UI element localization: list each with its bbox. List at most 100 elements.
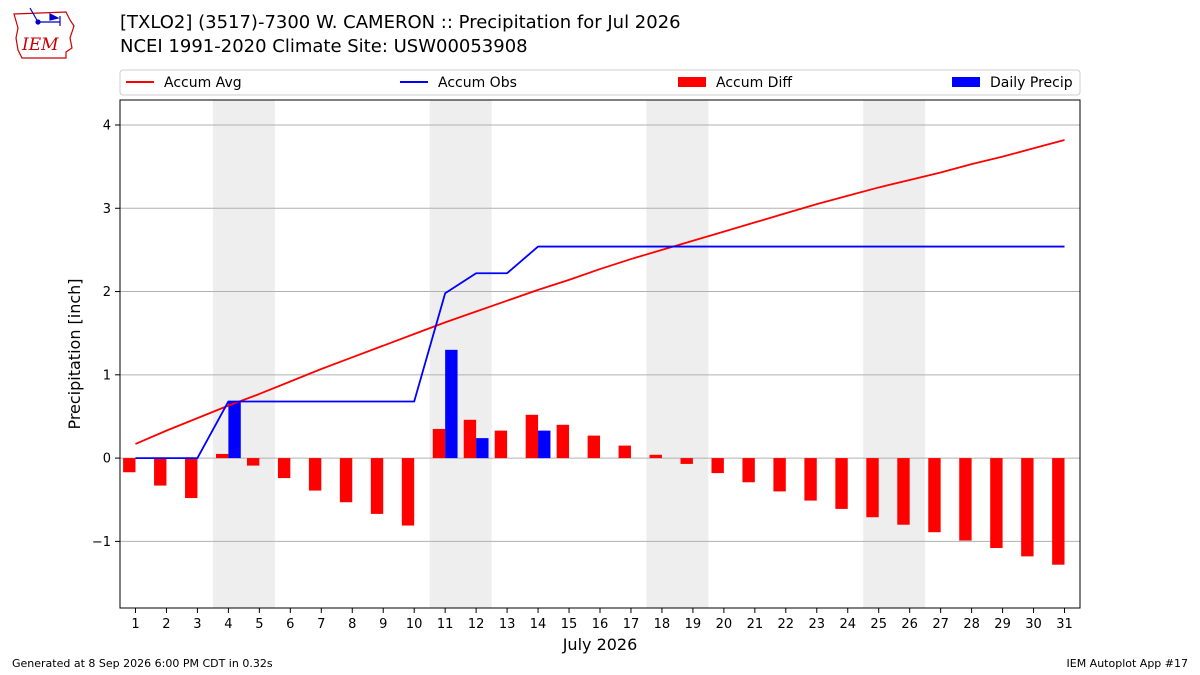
x-tick-label: 1 [131, 617, 139, 632]
daily-precip-bar [476, 438, 489, 459]
x-tick-label: 31 [1056, 617, 1073, 632]
accum-avg-line [135, 139, 1065, 445]
x-tick-label: 25 [870, 617, 887, 632]
legend-item: Accum Avg [126, 75, 242, 91]
accum-diff-bar [308, 458, 322, 491]
x-tick-label: 26 [901, 617, 918, 632]
y-tick-label: 3 [103, 202, 111, 217]
weather-station-icon [29, 7, 61, 26]
x-tick-label: 9 [379, 617, 387, 632]
legend-box [119, 69, 1081, 96]
daily-precip-bar [445, 349, 458, 459]
y-tick-label: 4 [103, 118, 111, 133]
x-tick-label: 15 [561, 617, 578, 632]
logo-text: IEM [21, 35, 59, 55]
x-tick-label: 12 [468, 617, 485, 632]
y-axis-label: Precipitation [inch] [65, 278, 84, 429]
legend: Accum Avg Accum Obs Accum Diff Daily Precip [119, 69, 1081, 96]
accum-diff-bar [897, 458, 910, 525]
accum-diff-bar [401, 458, 415, 526]
legend-bar-swatch [678, 77, 706, 87]
accum-diff-bar [990, 458, 1003, 549]
legend-item: Accum Obs [400, 75, 517, 91]
x-tick-label: 4 [224, 617, 232, 632]
accum-diff-bar [618, 445, 631, 459]
accum-diff-bar [154, 458, 167, 486]
accum-diff-bar [494, 430, 508, 459]
legend-label: Accum Avg [164, 75, 242, 91]
accum-diff-bar [432, 428, 446, 459]
weekend-band [429, 100, 492, 608]
x-tick-label: 20 [716, 617, 733, 632]
x-tick-label: 24 [839, 617, 856, 632]
x-tick-label: 16 [592, 617, 609, 632]
bar-series [123, 349, 1065, 565]
x-tick-label: 17 [623, 617, 640, 632]
x-tick-label: 2 [162, 617, 170, 632]
accum-diff-bar [742, 458, 755, 483]
legend-label: Accum Diff [716, 75, 792, 91]
x-tick-label: 10 [406, 617, 423, 632]
x-tick-label: 13 [499, 617, 516, 632]
accum-diff-bar [556, 424, 570, 459]
line-series [135, 139, 1065, 459]
accum-diff-bar [680, 458, 693, 464]
accum-diff-bar [123, 458, 136, 473]
x-axis: 1 2 3 4 5 6 7 8 9 10 11 12 13 14 15 16 17 18 19 20 21 22 23 24 2… [131, 608, 1073, 632]
weekend-band [646, 100, 709, 608]
x-tick-label: 8 [348, 617, 356, 632]
x-tick-label: 23 [809, 617, 826, 632]
accum-diff-bar [1052, 458, 1065, 565]
x-tick-label: 5 [255, 617, 263, 632]
legend-label: Accum Obs [438, 75, 517, 91]
x-tick-label: 30 [1025, 617, 1042, 632]
chart-title: [TXLO2] (3517)-7300 W. CAMERON :: Precip… [120, 12, 681, 33]
accum-diff-bar [463, 419, 477, 459]
x-tick-label: 22 [778, 617, 795, 632]
x-axis-label: July 2026 [562, 635, 638, 654]
x-tick-label: 28 [963, 617, 980, 632]
accum-diff-bar [928, 458, 941, 533]
weekend-band [863, 100, 926, 608]
x-tick-label: 11 [437, 617, 454, 632]
legend-label: Daily Precip [990, 75, 1073, 91]
accum-diff-bar [773, 458, 786, 492]
x-tick-label: 27 [932, 617, 949, 632]
weekend-bands [212, 100, 926, 608]
accum-diff-bar [185, 458, 198, 499]
chart-subtitle: NCEI 1991-2020 Climate Site: USW00053908 [120, 36, 528, 57]
accum-diff-bar [587, 435, 600, 459]
accum-diff-bar [649, 454, 662, 459]
accum-diff-bar [339, 458, 353, 503]
x-tick-label: 14 [530, 617, 547, 632]
accum-diff-bar [959, 458, 972, 541]
accum-diff-bar [711, 458, 724, 474]
x-tick-label: 18 [654, 617, 671, 632]
x-tick-label: 6 [286, 617, 294, 632]
daily-precip-bar [538, 430, 551, 459]
accum-obs-line [135, 245, 1065, 459]
app-id: IEM Autoplot App #17 [1066, 657, 1189, 670]
iowa-map-outline [13, 11, 75, 59]
iem-logo: IEM [13, 7, 75, 59]
y-tick-label: 2 [103, 285, 111, 300]
y-axis: −1 0 1 2 3 4 [92, 118, 120, 550]
legend-item: Daily Precip [952, 75, 1073, 91]
y-tick-label: −1 [92, 535, 111, 550]
daily-precip-bar [228, 401, 241, 459]
accum-diff-bar [246, 458, 260, 466]
x-tick-label: 21 [747, 617, 764, 632]
accum-diff-bar [525, 414, 539, 459]
legend-item: Accum Diff [678, 75, 792, 91]
x-tick-label: 3 [193, 617, 201, 632]
accum-diff-bar [835, 458, 848, 509]
weekend-band [212, 100, 275, 608]
accum-diff-bar [370, 458, 384, 514]
accum-diff-bar [1021, 458, 1034, 557]
x-tick-label: 29 [994, 617, 1011, 632]
legend-bar-swatch [952, 77, 980, 87]
accum-diff-bar [216, 453, 229, 459]
x-tick-label: 19 [685, 617, 702, 632]
x-tick-label: 7 [317, 617, 325, 632]
